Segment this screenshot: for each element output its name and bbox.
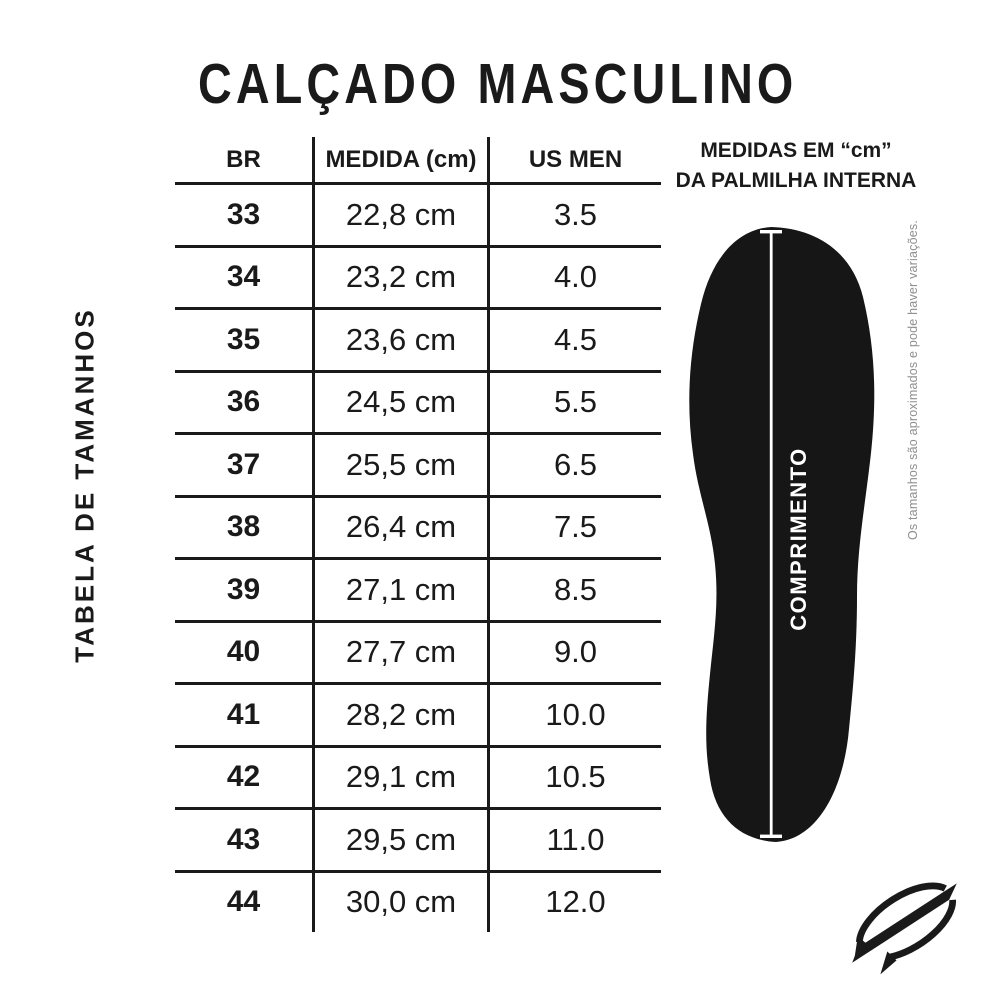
cell-us-men: 6.5 — [553, 446, 598, 482]
header-us-men: US MEN — [528, 145, 623, 173]
disclaimer-text: Os tamanhos são aproximados e pode haver… — [906, 219, 920, 541]
header-br: BR — [175, 137, 315, 184]
cell-us-men: 9.0 — [553, 634, 598, 670]
cell-us-men: 8.5 — [553, 571, 598, 607]
logo-upper-crescent-icon — [855, 882, 947, 943]
header-medida-cm: MEDIDA (cm) — [313, 137, 490, 184]
size-table-header: BR MEDIDA (cm) US MEN — [175, 137, 661, 184]
cell-us-men: 10.5 — [545, 759, 606, 795]
logo-lower-hook-icon — [880, 951, 897, 975]
cell-us-men: 12.0 — [545, 884, 606, 920]
cell-us-men: 11.0 — [546, 821, 605, 857]
cell-br: 42 — [175, 746, 315, 809]
cell-medida-cm: 27,1 cm — [313, 558, 490, 621]
brand-logo — [852, 882, 957, 975]
insole-heading-line2: DA PALMILHA INTERNA — [675, 169, 917, 192]
cell-us-men: 5.5 — [553, 384, 598, 420]
length-label: COMPRIMENTO — [786, 447, 811, 631]
cell-br: 43 — [175, 808, 315, 871]
cell-br: 35 — [175, 308, 315, 371]
cell-us-men: 3.5 — [553, 196, 598, 232]
cell-br: 37 — [175, 433, 315, 496]
measurement-line-bottom-cap — [760, 834, 782, 838]
cell-medida-cm: 30,0 cm — [313, 871, 490, 932]
table-row: 35 23,6 cm 4.5 — [175, 308, 661, 371]
table-row: 42 29,1 cm 10.5 — [175, 746, 661, 809]
logo-slash-icon — [852, 883, 957, 963]
cell-us-men: 7.5 — [553, 509, 598, 545]
insole-silhouette-icon — [689, 227, 875, 842]
measurement-line — [769, 231, 773, 838]
cell-us-men: 4.5 — [553, 321, 598, 357]
side-label-tabela-de-tamanhos: TABELA DE TAMANHOS — [69, 307, 100, 663]
insole-heading: MEDIDAS EM “cm” DA PALMILHA INTERNA — [662, 136, 930, 196]
measurement-line-top-cap — [760, 230, 782, 234]
cell-br: 38 — [175, 496, 315, 559]
cell-br: 44 — [175, 871, 315, 932]
cell-medida-cm: 23,6 cm — [313, 308, 490, 371]
cell-us-men: 10.0 — [545, 696, 606, 732]
table-row: 33 22,8 cm 3.5 — [175, 183, 661, 246]
logo-lower-crescent-icon — [888, 899, 956, 961]
cell-br: 34 — [175, 246, 315, 309]
cell-br: 39 — [175, 558, 315, 621]
cell-medida-cm: 29,5 cm — [313, 808, 490, 871]
size-table: BR MEDIDA (cm) US MEN 33 22,8 cm 3.5 34 23,2… — [175, 137, 661, 932]
cell-medida-cm: 22,8 cm — [313, 183, 490, 246]
table-row: 44 30,0 cm 12.0 — [175, 871, 661, 932]
cell-us-men: 4.0 — [553, 259, 598, 295]
table-row: 37 25,5 cm 6.5 — [175, 433, 661, 496]
cell-medida-cm: 28,2 cm — [313, 683, 490, 746]
cell-medida-cm: 26,4 cm — [313, 496, 490, 559]
cell-medida-cm: 27,7 cm — [313, 621, 490, 684]
cell-br: 36 — [175, 371, 315, 434]
table-row: 41 28,2 cm 10.0 — [175, 683, 661, 746]
cell-br: 41 — [175, 683, 315, 746]
table-row: 38 26,4 cm 7.5 — [175, 496, 661, 559]
cell-medida-cm: 23,2 cm — [313, 246, 490, 309]
page-title: CALÇADO MASCULINO — [198, 52, 798, 116]
table-row: 43 29,5 cm 11.0 — [175, 808, 661, 871]
cell-medida-cm: 24,5 cm — [313, 371, 490, 434]
insole-illustration: COMPRIMENTO — [689, 227, 875, 842]
table-row: 34 23,2 cm 4.0 — [175, 246, 661, 309]
header-row: BR MEDIDA (cm) US MEN — [175, 137, 661, 184]
cell-br: 40 — [175, 621, 315, 684]
table-row: 39 27,1 cm 8.5 — [175, 558, 661, 621]
table-row: 40 27,7 cm 9.0 — [175, 621, 661, 684]
size-table-body: 33 22,8 cm 3.5 34 23,2 cm 4.0 35 23,6 cm 4.5 36 24… — [175, 183, 661, 932]
logo-upper-hook-icon — [854, 936, 869, 960]
table-row: 36 24,5 cm 5.5 — [175, 371, 661, 434]
cell-medida-cm: 29,1 cm — [313, 746, 490, 809]
insole-heading-line1: MEDIDAS EM “cm” — [700, 139, 892, 162]
cell-medida-cm: 25,5 cm — [313, 433, 490, 496]
cell-br: 33 — [175, 183, 315, 246]
